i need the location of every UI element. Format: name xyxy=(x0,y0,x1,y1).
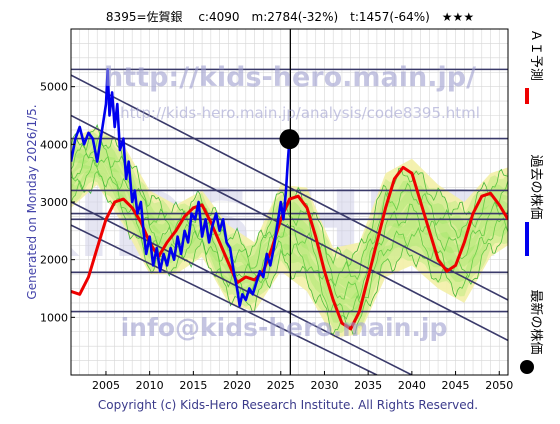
trend-channel-line xyxy=(71,224,378,375)
y-tick-label: 3000 xyxy=(40,196,68,209)
x-axis: 2005 2010 2015 2020 2025 2030 2035 2040 2045 2050 xyxy=(92,371,513,392)
x-tick-label: 2030 xyxy=(310,379,338,392)
y-tick-label: 1000 xyxy=(40,311,68,324)
watermark-text-layer: http://kids-hero.main.jp/ http://kids-he… xyxy=(104,62,480,342)
legend-item-latest: 最新の株価 xyxy=(520,289,544,374)
legend-item-past: 過去の株価 xyxy=(525,154,543,256)
prediction-band-fill xyxy=(71,149,508,313)
legend-ai-label: ＡＩ予測 xyxy=(528,29,543,81)
trend-channel-line xyxy=(71,114,508,342)
y-axis: 1000 2000 3000 4000 5000 xyxy=(40,81,75,324)
prediction-band-fill xyxy=(71,131,508,279)
copyright-footer: Copyright (c) Kids-Hero Research Institu… xyxy=(98,398,478,412)
past-price-line xyxy=(71,68,291,308)
x-tick-label: 2050 xyxy=(485,379,513,392)
x-tick-label: 2045 xyxy=(442,379,470,392)
prediction-band-line xyxy=(71,134,508,287)
y-tick-label: 2000 xyxy=(40,254,68,267)
reference-lines-layer xyxy=(71,29,508,375)
generated-date-label: Generated on Monday 2026/1/5. xyxy=(25,104,39,299)
prediction-band-area xyxy=(71,127,508,338)
latest-marker-layer xyxy=(279,129,300,150)
watermark-url: http://kids-hero.main.jp/ xyxy=(104,62,476,93)
prediction-band-fill xyxy=(71,169,508,333)
x-tick-label: 2025 xyxy=(267,379,295,392)
x-tick-label: 2020 xyxy=(223,379,251,392)
prediction-band-line xyxy=(71,170,508,335)
x-tick-label: 2015 xyxy=(179,379,207,392)
legend-latest-swatch xyxy=(520,360,534,374)
x-tick-label: 2005 xyxy=(92,379,120,392)
watermark-email: info@kids-hero.main.jp xyxy=(121,313,448,342)
prediction-band-fill xyxy=(71,141,508,300)
chart-title: 8395=佐賀銀 c:4090 m:2784(-32%) t:1457(-64%… xyxy=(106,10,474,24)
prediction-band-fill xyxy=(71,136,508,289)
trend-channel-line xyxy=(71,201,413,375)
x-tick-label: 2035 xyxy=(354,379,382,392)
watermark-url-small: http://kids-hero.main.jp/analysis/code83… xyxy=(120,104,480,122)
y-tick-label: 4000 xyxy=(40,138,68,151)
series-layer xyxy=(71,68,508,331)
prediction-band-layer xyxy=(71,123,508,338)
trend-channel-line xyxy=(71,74,508,301)
prediction-band-fill xyxy=(71,159,508,323)
x-tick-label: 2040 xyxy=(398,379,426,392)
prediction-band-line xyxy=(71,123,508,268)
legend-latest-label: 最新の株価 xyxy=(528,289,544,354)
legend-item-ai: ＡＩ予測 xyxy=(525,29,543,104)
latest-price-marker xyxy=(279,129,300,150)
x-tick-label: 2010 xyxy=(136,379,164,392)
y-tick-label: 5000 xyxy=(40,81,68,94)
legend: ＡＩ予測 過去の株価 最新の株価 xyxy=(520,29,544,374)
legend-past-label: 過去の株価 xyxy=(528,154,543,219)
